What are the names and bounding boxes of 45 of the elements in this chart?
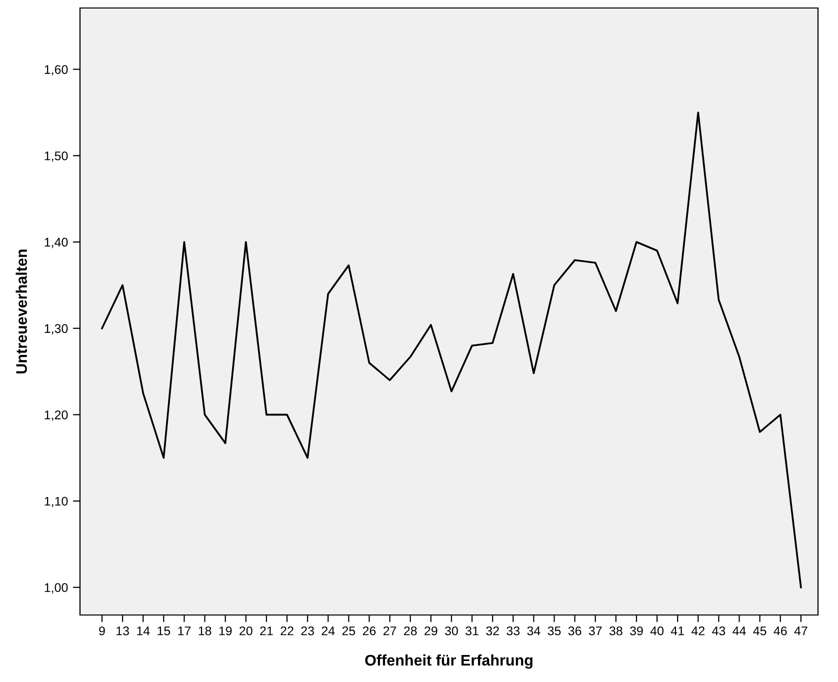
x-tick-label: 19 xyxy=(219,626,232,636)
y-axis-title: Untreueverhalten xyxy=(16,250,27,374)
x-tick-label: 15 xyxy=(158,626,170,636)
y-tick-label: 1,20 xyxy=(44,410,68,421)
x-tick-label: 36 xyxy=(568,626,582,636)
x-tick-label: 27 xyxy=(383,626,396,636)
x-tick-label: 43 xyxy=(712,626,726,636)
x-tick-label: 31 xyxy=(466,626,478,636)
x-tick-label: 44 xyxy=(732,626,746,636)
x-tick-label: 42 xyxy=(691,626,704,636)
x-tick-label: 32 xyxy=(486,626,499,636)
y-tick-label: 1,50 xyxy=(44,151,68,162)
x-tick-label: 30 xyxy=(444,626,458,636)
x-tick-label: 37 xyxy=(588,626,602,636)
x-tick-label: 45 xyxy=(753,626,766,636)
x-tick-label: 23 xyxy=(301,626,314,636)
x-tick-label: 47 xyxy=(794,626,808,636)
x-tick-label: 39 xyxy=(630,626,643,636)
x-tick-label: 41 xyxy=(670,626,684,636)
x-tick-label: 34 xyxy=(527,626,540,636)
x-tick-label: 25 xyxy=(342,626,356,636)
x-tick-label: 17 xyxy=(178,626,191,636)
x-tick-label: 35 xyxy=(548,626,561,636)
x-tick-label: 38 xyxy=(609,626,622,636)
x-tick-label: 40 xyxy=(650,626,664,636)
x-tick-label: 14 xyxy=(137,626,150,636)
x-tick-label: 28 xyxy=(404,626,417,636)
x-tick-label: 24 xyxy=(322,626,335,636)
x-tick-label: 18 xyxy=(198,626,212,636)
y-tick-label: 1,00 xyxy=(44,583,68,594)
x-tick-label: 22 xyxy=(280,626,294,636)
line-series xyxy=(101,112,802,588)
x-tick-label: 46 xyxy=(774,626,787,636)
x-tick-label: 13 xyxy=(116,626,129,636)
x-tick-label: 9 xyxy=(99,626,105,636)
x-axis-title: Offenheit für Erfahrung xyxy=(365,654,532,669)
x-tick-label: 26 xyxy=(362,626,376,636)
y-tick-label: 1,40 xyxy=(44,238,68,248)
y-tick-label: 1,30 xyxy=(44,324,68,334)
x-tick-label: 21 xyxy=(260,626,273,636)
x-tick-label: 29 xyxy=(424,626,438,636)
x-tick-label: 33 xyxy=(506,626,520,636)
y-tick-label: 1,10 xyxy=(44,496,68,508)
x-tick-label: 20 xyxy=(240,626,252,636)
y-tick-label: 1,60 xyxy=(44,65,68,76)
